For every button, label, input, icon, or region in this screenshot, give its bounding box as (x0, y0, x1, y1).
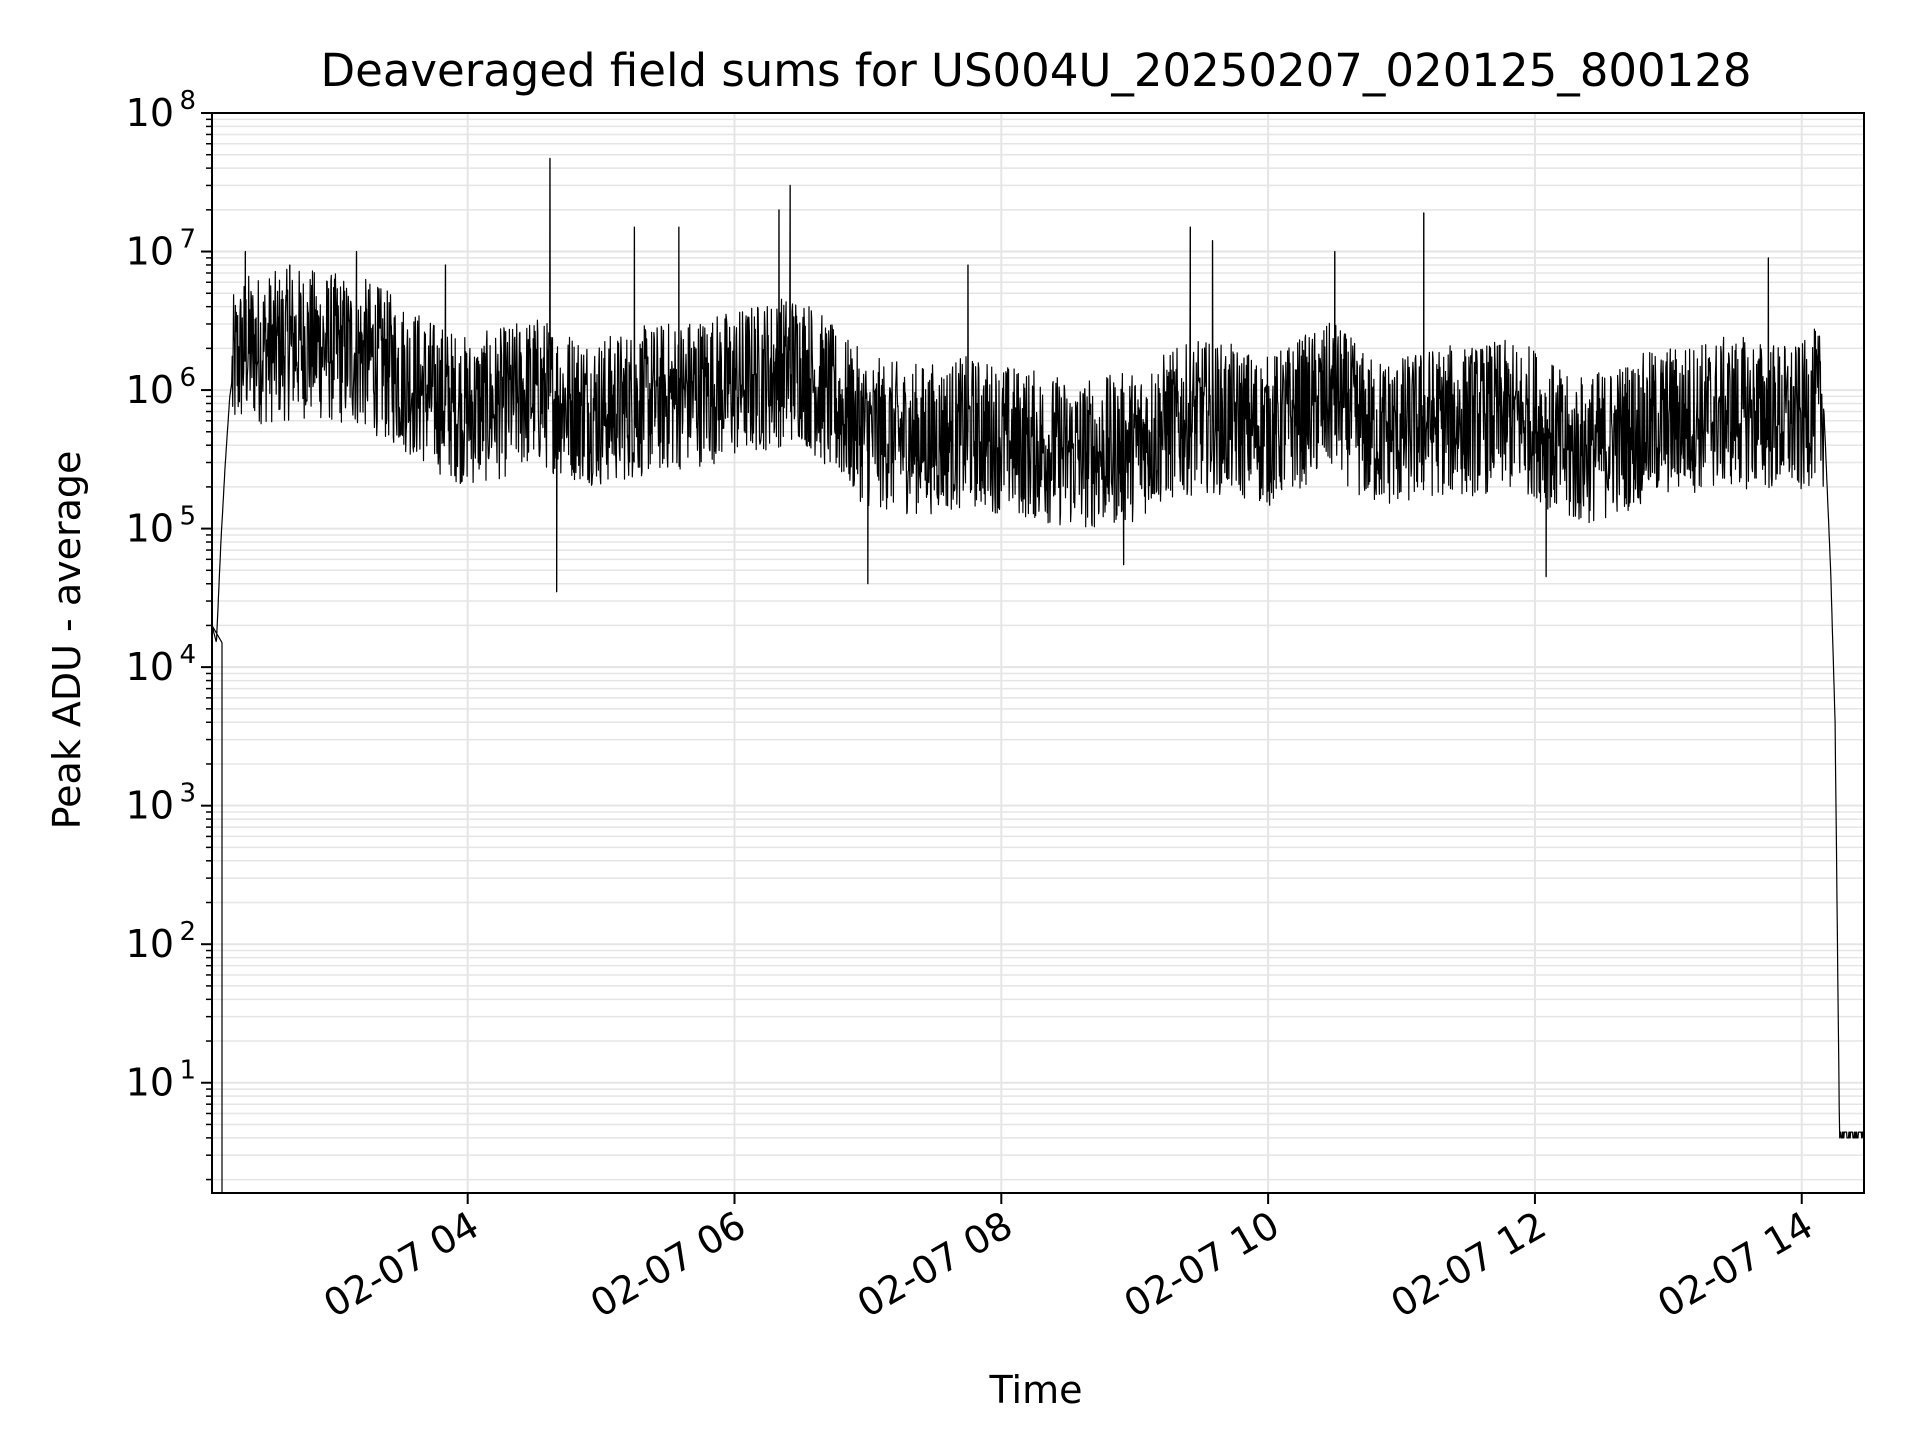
y-tick-label: 10 (126, 645, 174, 689)
y-tick-label: 10 (126, 922, 174, 966)
y-tick-exponent: 4 (179, 640, 196, 670)
y-tick-label: 10 (126, 368, 174, 412)
y-tick-exponent: 8 (179, 86, 196, 116)
y-tick-exponent: 5 (179, 502, 196, 532)
series-line (211, 157, 1865, 1193)
y-tick-exponent: 3 (179, 779, 196, 809)
y-tick-label: 10 (126, 784, 174, 828)
y-tick-label: 10 (126, 230, 174, 274)
chart-title: Deaveraged field sums for US004U_2025020… (321, 44, 1752, 97)
data-layer (211, 157, 1865, 1193)
y-tick-label: 10 (126, 1061, 174, 1105)
grid (212, 113, 1864, 1193)
y-tick-exponent: 1 (179, 1056, 196, 1086)
y-tick-exponent: 7 (179, 225, 196, 255)
y-tick-label: 10 (126, 91, 174, 135)
y-axis-label: Peak ADU - average (45, 451, 89, 830)
plot-frame (211, 112, 1865, 1194)
y-tick-exponent: 6 (179, 363, 196, 393)
x-axis-label: Time (989, 1368, 1083, 1412)
y-tick-exponent: 2 (179, 917, 196, 947)
y-tick-label: 10 (126, 507, 174, 551)
